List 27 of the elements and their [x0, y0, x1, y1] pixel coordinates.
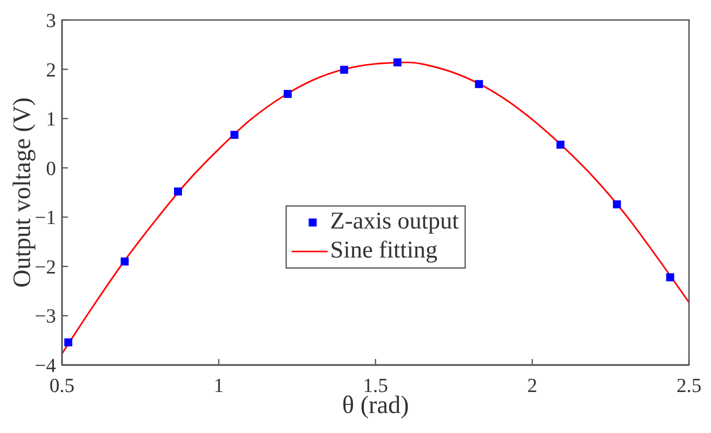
point	[64, 338, 72, 346]
point	[230, 130, 238, 139]
x-tick-label: 2	[527, 375, 538, 397]
y-tick-label: 0	[46, 158, 56, 180]
point	[340, 66, 348, 74]
y-tick-label: −2	[34, 256, 56, 278]
y-tick-label: −1	[34, 207, 56, 230]
x-tick-label: 2.5	[676, 375, 702, 397]
point	[612, 200, 621, 208]
point	[556, 140, 564, 149]
x-tick-label: 1	[214, 375, 224, 397]
y-tick-label: 3	[46, 10, 56, 32]
line-series	[62, 62, 689, 354]
point	[474, 80, 483, 88]
point	[284, 90, 292, 98]
point	[174, 188, 182, 196]
point	[666, 273, 674, 282]
legend-label: Sine fitting	[330, 236, 438, 266]
y-tick-label: −3	[34, 306, 56, 328]
x-tick-label: 0.5	[50, 375, 74, 397]
y-axis-title: Output voltage (V)	[9, 97, 36, 288]
point	[120, 258, 129, 266]
point	[393, 58, 402, 66]
y-tick-label: 1	[46, 108, 56, 131]
legend-label: Z-axis output	[330, 208, 459, 237]
y-tick-label: 2	[46, 59, 56, 82]
y-tick-label: −4	[34, 355, 56, 377]
